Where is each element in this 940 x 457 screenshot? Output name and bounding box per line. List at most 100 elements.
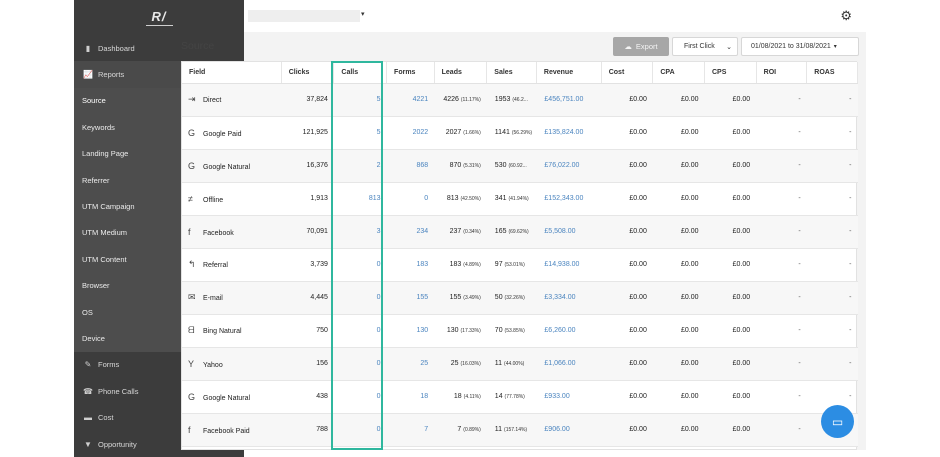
roi-cell: -	[756, 149, 807, 183]
roi-cell: -	[756, 215, 807, 249]
column-header-roas[interactable]: ROAS	[806, 62, 858, 84]
table-row[interactable]: ᗺ Bing Natural 750 0 130 130 (17.33%) 70 (53.8…	[182, 314, 858, 348]
forms-cell[interactable]: 0	[386, 182, 435, 216]
sidebar-item-dashboard[interactable]: ▮ Dashboard	[74, 35, 244, 62]
cps-cell: £0.00	[704, 182, 757, 216]
field-cell: ᗺ Bing Natural	[182, 314, 282, 348]
revenue-cell[interactable]: £456,751.00	[536, 83, 602, 117]
calls-cell[interactable]: 0	[333, 347, 387, 381]
calls-cell[interactable]: 2	[333, 149, 387, 183]
field-cell: ✉ E-mail	[182, 281, 282, 315]
leads-percent: (11.17%)	[460, 97, 481, 103]
forms-cell[interactable]: 18	[386, 380, 435, 414]
money-icon: ▬	[84, 413, 92, 423]
table-row[interactable]: ≠ Offline 1,913 813 0 813 (42.50%) 341 (41.94%…	[182, 182, 858, 216]
table-row[interactable]: ⇥ Direct 37,824 5 4221 4226 (11.17%) 1953 (46.…	[182, 83, 858, 117]
calls-cell[interactable]: 0	[333, 281, 387, 315]
forms-cell[interactable]: 155	[386, 281, 435, 315]
cps-cell: £0.00	[704, 281, 757, 315]
forms-cell[interactable]: 2022	[386, 116, 435, 150]
column-header-roi[interactable]: ROI	[756, 62, 808, 84]
column-header-cpa[interactable]: CPA	[652, 62, 705, 84]
chat-launcher-button[interactable]: ▭	[821, 405, 854, 438]
cpa-cell: £0.00	[652, 83, 705, 117]
table-row[interactable]: G Google Natural 438 0 18 18 (4.11%) 14 (77.78…	[182, 380, 858, 414]
forms-cell[interactable]: 234	[386, 215, 435, 249]
calls-cell[interactable]: 5	[333, 83, 387, 117]
account-select[interactable]	[248, 10, 360, 22]
cpa-cell: £0.00	[652, 413, 705, 447]
sales-cell: 11 (44.00%)	[486, 347, 537, 381]
forms-cell[interactable]: 130	[386, 314, 435, 348]
calls-cell[interactable]: 0	[333, 413, 387, 447]
revenue-cell[interactable]: £152,343.00	[536, 182, 602, 216]
revenue-cell[interactable]: £5,508.00	[536, 215, 602, 249]
sidebar-item-label: UTM Campaign	[82, 202, 135, 212]
column-header-calls[interactable]: Calls	[333, 62, 388, 84]
revenue-cell[interactable]: £906.00	[536, 413, 602, 447]
revenue-cell[interactable]: £6,260.00	[536, 314, 602, 348]
revenue-cell[interactable]: £76,022.00	[536, 149, 602, 183]
sales-cell: 50 (32.26%)	[486, 281, 537, 315]
table-row[interactable]: ↰ Referral 3,739 0 183 183 (4.89%) 97 (53.01%)…	[182, 248, 858, 282]
sales-percent: (32.26%)	[504, 295, 525, 301]
column-header-cps[interactable]: CPS	[704, 62, 757, 84]
table-row[interactable]: f Facebook Paid 788 0 7 7 (0.89%) 11 (157.14%)…	[182, 413, 858, 447]
column-header-field[interactable]: Field	[182, 62, 282, 84]
leads-value: 183	[449, 261, 462, 268]
sales-value: 1953	[494, 96, 511, 103]
table-row[interactable]: G Google Paid 121,925 5 2022 2027 (1.66%) 1141…	[182, 116, 858, 150]
table-row[interactable]: ✉ E-mail 4,445 0 155 155 (3.49%) 50 (32.26%) £3…	[182, 281, 858, 315]
column-header-forms[interactable]: Forms	[386, 62, 435, 84]
column-header-cost[interactable]: Cost	[601, 62, 654, 84]
export-button[interactable]: ☁ Export	[613, 37, 669, 56]
facebook-icon: f	[188, 226, 191, 237]
column-header-leads[interactable]: Leads	[434, 62, 488, 84]
forms-cell[interactable]: 4221	[386, 83, 435, 117]
forms-cell[interactable]: 25	[386, 347, 435, 381]
table-row[interactable]: G Google Natural 16,376 2 868 870 (5.31%) 530 …	[182, 149, 858, 183]
cpa-cell: £0.00	[652, 380, 705, 414]
sales-percent: (46.2...	[512, 97, 528, 103]
roas-cell: -	[806, 248, 858, 282]
revenue-cell[interactable]: £14,938.00	[536, 248, 602, 282]
column-header-sales[interactable]: Sales	[486, 62, 537, 84]
revenue-cell[interactable]: £135,824.00	[536, 116, 602, 150]
sales-value: 70	[494, 327, 503, 334]
calls-cell[interactable]: 5	[333, 116, 387, 150]
cost-cell: £0.00	[601, 83, 653, 117]
column-header-clicks[interactable]: Clicks	[281, 62, 335, 84]
forms-cell[interactable]: 868	[386, 149, 435, 183]
leads-cell: 4226 (11.17%)	[434, 83, 487, 117]
field-label: Bing Natural	[203, 328, 242, 335]
leads-percent: (5.31%)	[463, 163, 481, 169]
calls-cell[interactable]: 0	[333, 314, 387, 348]
cost-cell: £0.00	[601, 149, 653, 183]
field-label: Google Natural	[203, 163, 251, 171]
sidebar-item-label: Forms	[98, 360, 120, 370]
attribution-select[interactable]: First Click ⌄	[672, 37, 738, 56]
revenue-cell[interactable]: £933.00	[536, 380, 602, 414]
revenue-cell[interactable]: £1,066.00	[536, 347, 602, 381]
date-range-picker[interactable]: 01/08/2021 to 31/08/2021 ▾	[741, 37, 859, 56]
forms-cell[interactable]: 183	[386, 248, 435, 282]
table-row[interactable]: Y Yahoo 156 0 25 25 (16.03%) 11 (44.00%) £1,066…	[182, 347, 858, 381]
logo[interactable]: R/	[74, 0, 244, 35]
calls-cell[interactable]: 0	[333, 248, 387, 282]
caret-down-icon: ▾	[833, 44, 837, 50]
forms-cell[interactable]: 7	[386, 413, 435, 447]
leads-percent: (4.11%)	[463, 394, 481, 400]
calls-cell[interactable]: 813	[333, 182, 387, 216]
table-row[interactable]: f Facebook 70,091 3 234 237 (0.34%) 165 (69.62…	[182, 215, 858, 249]
bing-icon: ᗺ	[188, 325, 195, 335]
gear-icon[interactable]: ⚙	[840, 8, 852, 23]
revenue-cell[interactable]: £3,334.00	[536, 281, 602, 315]
calls-cell[interactable]: 3	[333, 215, 387, 249]
cost-cell: £0.00	[601, 182, 653, 216]
google-icon: G	[188, 127, 196, 138]
calls-cell[interactable]: 0	[333, 380, 387, 414]
cost-cell: £0.00	[601, 314, 653, 348]
column-header-revenue[interactable]: Revenue	[536, 62, 602, 84]
account-caret-icon[interactable]: ▾	[361, 11, 365, 18]
leads-cell: 18 (4.11%)	[434, 380, 487, 414]
